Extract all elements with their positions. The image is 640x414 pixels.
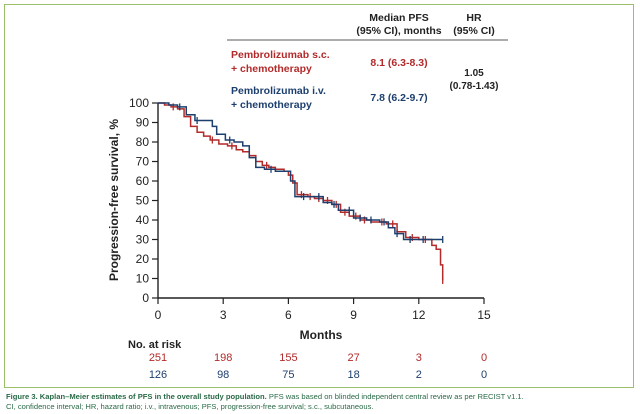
y-tick-label: 100: [129, 96, 149, 110]
km-figure: Median PFS (95% CI), months HR (95% CI) …: [107, 12, 508, 381]
risk-count: 126: [149, 369, 167, 381]
risk-table: 251 198 155 27 3 0 126 98 75 18 2 0: [149, 352, 487, 381]
arm-sc-median: 8.1 (6.3-8.3): [370, 57, 427, 69]
caption-label: Figure 3.: [6, 392, 38, 401]
km-curve-sc: [158, 102, 444, 281]
x-tick-label: 6: [285, 308, 292, 322]
y-axis-label: Progression-free survival, %: [107, 119, 121, 281]
risk-count: 3: [416, 352, 422, 364]
header-hr-ci: (95% CI): [453, 25, 494, 37]
y-tick-label: 90: [136, 116, 150, 130]
x-tick-label: 0: [155, 308, 162, 322]
risk-count: 251: [149, 352, 167, 364]
header-median-pfs-ci: (95% CI), months: [356, 25, 441, 37]
x-axis-label: Months: [300, 328, 343, 342]
arm-iv-median: 7.8 (6.2-9.7): [370, 92, 427, 104]
y-tick-label: 60: [136, 174, 150, 188]
caption-abbreviations: CI, confidence interval; HR, hazard rati…: [6, 402, 374, 411]
y-tick-label: 50: [136, 194, 150, 208]
x-tick-label: 12: [412, 308, 426, 322]
figure-caption: Figure 3. Kaplan–Meier estimates of PFS …: [6, 392, 636, 412]
arm-iv-label-2: + chemotherapy: [231, 99, 312, 111]
header-median-pfs: Median PFS: [369, 12, 429, 24]
risk-count: 0: [481, 369, 487, 381]
km-curves: [158, 102, 444, 284]
x-tick-label: 15: [477, 308, 491, 322]
risk-count: 198: [214, 352, 232, 364]
arm-iv-label: Pembrolizumab i.v.: [231, 85, 326, 97]
risk-count: 27: [347, 352, 359, 364]
axes: [157, 103, 484, 299]
risk-count: 2: [416, 369, 422, 381]
risk-count: 98: [217, 369, 229, 381]
y-ticks: 0 10 20 30 40 50 60 70 80 90 100: [129, 96, 158, 305]
header-hr: HR: [466, 12, 482, 24]
km-curve-iv: [158, 102, 443, 241]
x-tick-label: 3: [220, 308, 227, 322]
y-tick-label: 40: [136, 213, 150, 227]
y-tick-label: 0: [142, 291, 149, 305]
caption-title: Kaplan–Meier estimates of PFS in the ove…: [39, 392, 267, 401]
hr-ci: (0.78-1.43): [450, 81, 499, 92]
risk-table-title: No. at risk: [128, 339, 182, 351]
x-ticks: 0 3 6 9 12 15: [155, 298, 491, 322]
arm-sc-label: Pembrolizumab s.c.: [231, 49, 330, 61]
risk-count: 155: [279, 352, 297, 364]
y-tick-label: 20: [136, 252, 150, 266]
risk-count: 18: [347, 369, 359, 381]
y-tick-label: 30: [136, 233, 150, 247]
figure-frame: [4, 4, 634, 388]
x-tick-label: 9: [350, 308, 357, 322]
risk-count: 0: [481, 352, 487, 364]
y-tick-label: 80: [136, 135, 150, 149]
arm-sc-label-2: + chemotherapy: [231, 63, 312, 75]
caption-body: PFS was based on blinded independent cen…: [268, 392, 524, 401]
hr-value: 1.05: [464, 68, 484, 79]
risk-count: 75: [282, 369, 294, 381]
y-tick-label: 70: [136, 155, 150, 169]
y-tick-label: 10: [136, 272, 150, 286]
